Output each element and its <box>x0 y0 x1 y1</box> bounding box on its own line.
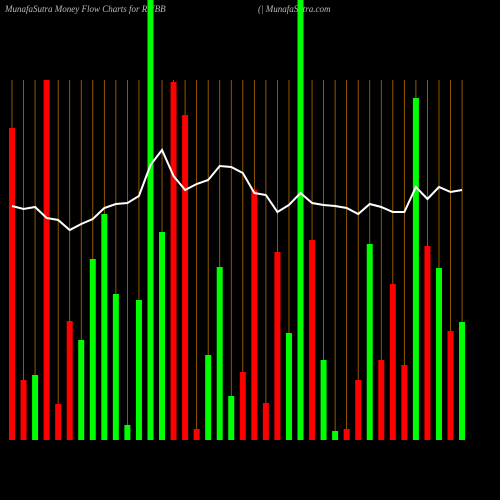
bar <box>55 404 62 440</box>
bar <box>101 214 108 440</box>
bar <box>332 431 339 440</box>
chart-title: MunafaSutra Money Flow Charts for RWBB <box>4 4 166 14</box>
bar <box>170 82 177 440</box>
bar <box>401 365 408 440</box>
bar <box>89 259 96 440</box>
bar <box>159 232 166 440</box>
bar <box>205 355 212 440</box>
bar <box>412 98 419 440</box>
bar <box>182 115 189 440</box>
bar <box>447 331 454 440</box>
bar <box>366 244 373 440</box>
bar <box>193 429 200 440</box>
bar <box>112 294 119 440</box>
chart-subtitle: (| MunafaSutra.com <box>258 4 331 14</box>
bar <box>274 252 281 440</box>
bar <box>424 246 431 440</box>
bar <box>239 372 246 440</box>
bar <box>32 375 39 440</box>
money-flow-line <box>11 148 463 232</box>
bar <box>309 240 316 440</box>
bar <box>251 190 258 440</box>
bar <box>135 300 142 440</box>
bar <box>355 380 362 440</box>
bar <box>435 268 442 440</box>
bar <box>378 360 385 440</box>
bar <box>389 284 396 440</box>
bar <box>147 0 154 440</box>
bar <box>285 333 292 440</box>
bar <box>9 128 15 440</box>
bar <box>124 425 131 440</box>
bar <box>228 396 235 440</box>
bar <box>262 403 269 440</box>
bar <box>66 321 73 440</box>
bar <box>216 267 223 440</box>
bar <box>20 380 27 440</box>
bar <box>343 429 350 440</box>
bar <box>78 340 85 440</box>
bar <box>297 0 304 440</box>
bar <box>43 80 50 440</box>
bar <box>459 322 466 440</box>
bar <box>320 360 327 440</box>
